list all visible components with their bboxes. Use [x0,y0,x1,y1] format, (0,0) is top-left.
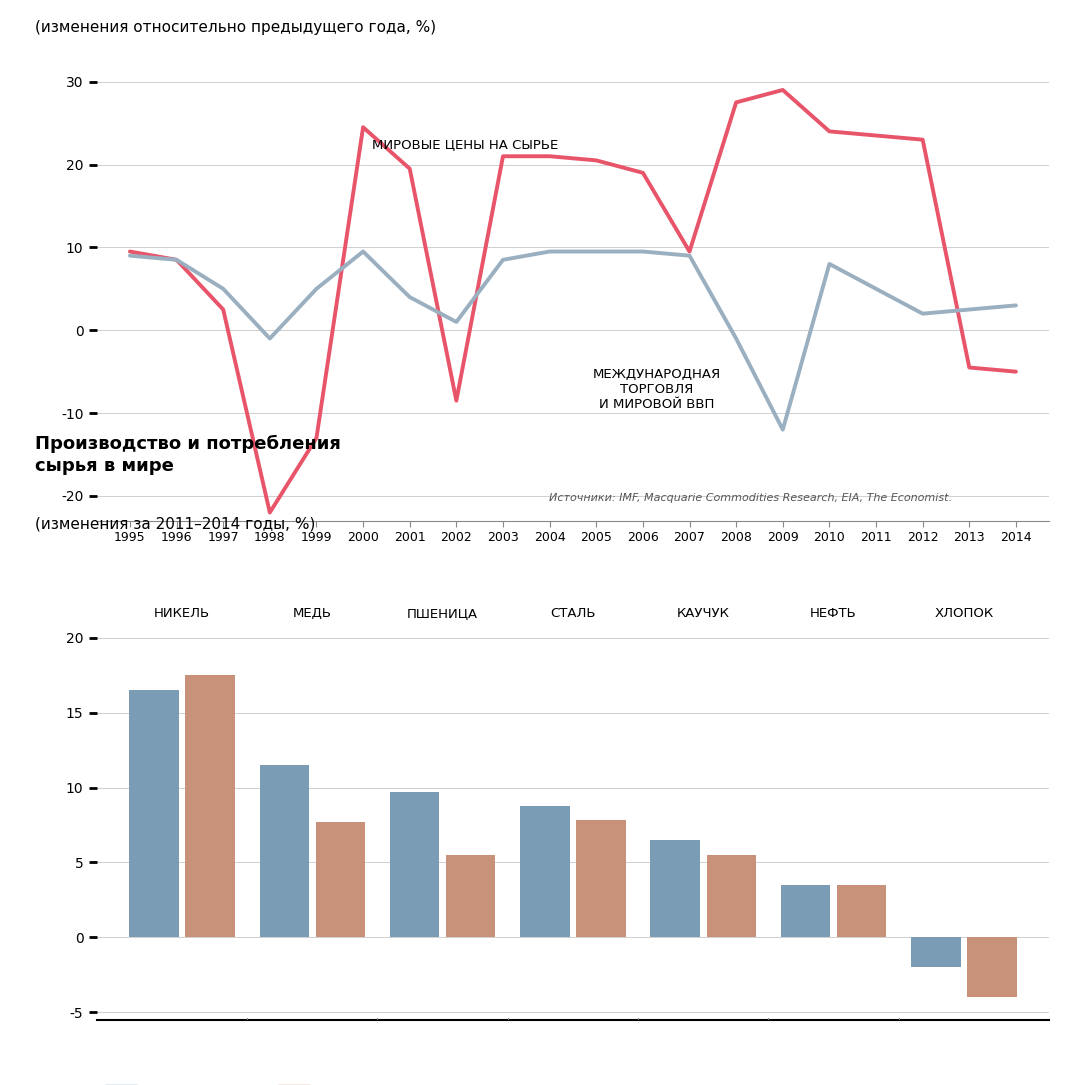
Bar [651,840,700,937]
Text: Производство и потребления
сырья в мире: Производство и потребления сырья в мире [36,434,342,475]
Text: КАУЧУК: КАУЧУК [677,607,730,620]
Text: ПШЕНИЦА: ПШЕНИЦА [408,607,478,620]
Bar [911,937,961,968]
Text: НИКЕЛЬ: НИКЕЛЬ [154,607,210,620]
Text: (изменения относительно предыдущего года, %): (изменения относительно предыдущего года… [36,20,437,35]
Text: СТАЛЬ: СТАЛЬ [550,607,596,620]
Bar [837,885,886,937]
Bar [967,937,1016,997]
Text: МЕЖДУНАРОДНАЯ
ТОРГОВЛЯ
И МИРОВОЙ ВВП: МЕЖДУНАРОДНАЯ ТОРГОВЛЯ И МИРОВОЙ ВВП [592,368,721,410]
Bar [520,805,570,937]
Bar [259,765,309,937]
Text: НЕФТЬ: НЕФТЬ [810,607,857,620]
Bar [707,855,756,937]
Bar [576,820,626,937]
Bar [780,885,830,937]
Text: МЕДЬ: МЕДЬ [293,607,332,620]
Text: Источники: IMF, Macquarie Commodities Research, EIA, The Economist.: Источники: IMF, Macquarie Commodities Re… [549,493,952,502]
Text: ХЛОПОК: ХЛОПОК [934,607,993,620]
Bar [185,675,235,937]
Text: МИРОВЫЕ ЦЕНЫ НА СЫРЬЕ: МИРОВЫЕ ЦЕНЫ НА СЫРЬЕ [373,138,559,151]
Bar [130,690,178,937]
Bar [390,792,439,937]
Bar [316,822,365,937]
Bar [445,855,495,937]
Text: (изменения за 2011–2014 годы, %): (изменения за 2011–2014 годы, %) [36,516,316,532]
